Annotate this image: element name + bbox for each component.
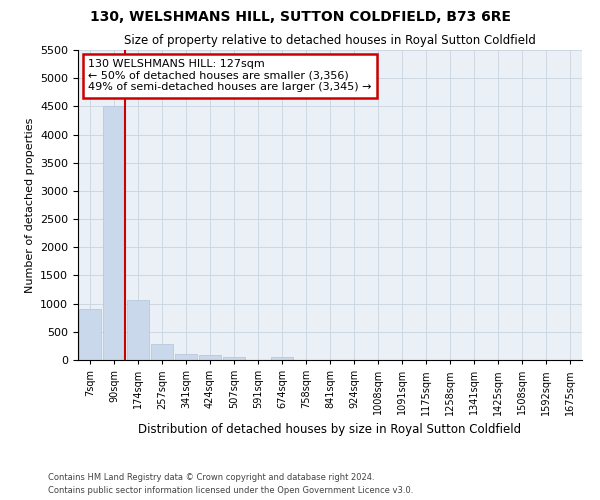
- Text: 130, WELSHMANS HILL, SUTTON COLDFIELD, B73 6RE: 130, WELSHMANS HILL, SUTTON COLDFIELD, B…: [89, 10, 511, 24]
- Bar: [103, 106, 125, 360]
- Title: Size of property relative to detached houses in Royal Sutton Coldfield: Size of property relative to detached ho…: [124, 34, 536, 48]
- Text: 130 WELSHMANS HILL: 127sqm
← 50% of detached houses are smaller (3,356)
49% of s: 130 WELSHMANS HILL: 127sqm ← 50% of deta…: [88, 60, 371, 92]
- Bar: [223, 357, 245, 360]
- Text: Contains HM Land Registry data © Crown copyright and database right 2024.
Contai: Contains HM Land Registry data © Crown c…: [48, 474, 413, 495]
- Bar: [151, 344, 173, 360]
- Bar: [127, 300, 149, 360]
- X-axis label: Distribution of detached houses by size in Royal Sutton Coldfield: Distribution of detached houses by size …: [139, 423, 521, 436]
- Bar: [271, 357, 293, 360]
- Bar: [199, 356, 221, 360]
- Bar: [175, 354, 197, 360]
- Bar: [79, 310, 101, 360]
- Y-axis label: Number of detached properties: Number of detached properties: [25, 118, 35, 292]
